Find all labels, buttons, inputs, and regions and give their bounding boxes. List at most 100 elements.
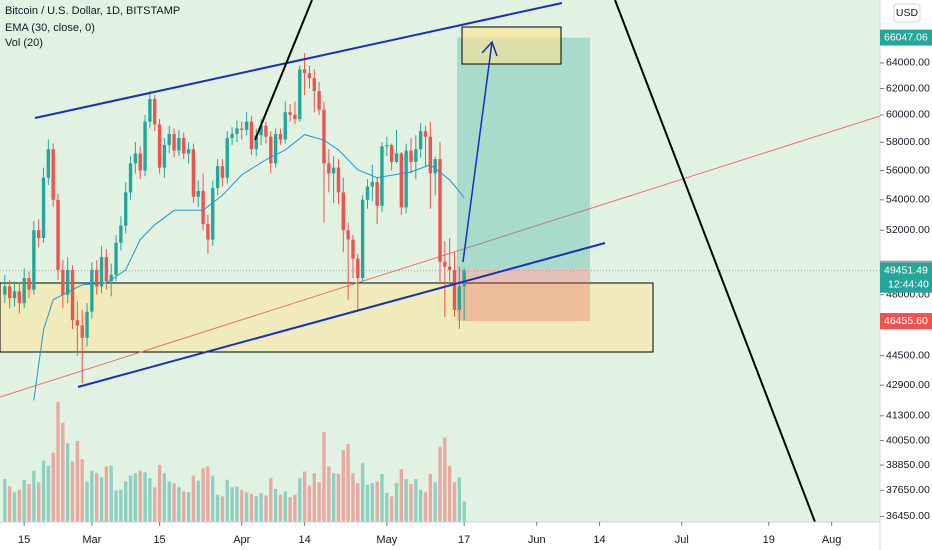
- volume-bar: [172, 483, 176, 522]
- currency-button[interactable]: [893, 3, 921, 23]
- volume-bar: [196, 480, 200, 522]
- candle-body: [153, 98, 157, 125]
- candle-body: [452, 269, 457, 310]
- candle-body: [457, 286, 462, 310]
- volume-bar: [61, 422, 65, 522]
- volume-bar: [66, 443, 70, 522]
- volume-bar: [428, 474, 433, 522]
- candle-body: [211, 187, 215, 240]
- candle-body: [206, 224, 210, 240]
- volume-bar: [389, 496, 394, 522]
- volume-bar: [307, 485, 312, 522]
- candle-body: [177, 138, 181, 151]
- candle-body: [70, 269, 75, 321]
- volume-bar: [162, 473, 167, 522]
- candle-body: [162, 145, 167, 168]
- volume-bar: [148, 478, 152, 522]
- volume-bar: [322, 431, 326, 522]
- y-tick-label: 40050.00: [886, 434, 930, 446]
- candle-body: [385, 145, 389, 147]
- y-tick-label: 64000.00: [886, 57, 930, 69]
- volume-bar: [211, 475, 215, 522]
- time-axis-background: [0, 522, 880, 550]
- candle-body: [172, 133, 176, 151]
- volume-bar: [264, 495, 268, 522]
- candle-body: [22, 278, 26, 304]
- y-tick-label: 36450.00: [886, 510, 930, 522]
- ema-line: [33, 134, 465, 401]
- candle-body: [27, 278, 31, 290]
- candle-body: [380, 146, 384, 206]
- volume-bar: [269, 478, 273, 522]
- volume-bar: [12, 492, 17, 522]
- candle-body: [312, 78, 316, 92]
- volume-bar: [56, 402, 60, 522]
- y-tick-label: 62000.00: [886, 82, 930, 94]
- x-tick-label: 19: [763, 534, 775, 546]
- candle-body: [322, 109, 326, 164]
- channel-upper[interactable]: [34, 2, 563, 119]
- volume-bar: [283, 491, 287, 522]
- volume-bar: [119, 489, 123, 522]
- volume-bar: [341, 450, 345, 522]
- candle-body: [138, 153, 142, 171]
- price-chip-label: 66047.06: [884, 31, 928, 43]
- stop-zone: [457, 268, 590, 322]
- volume-bar: [206, 466, 210, 522]
- volume-bar: [365, 484, 370, 522]
- volume-bar: [356, 483, 360, 522]
- y-tick-label: 37650.00: [886, 484, 930, 496]
- volume-layer: [3, 402, 466, 522]
- candle-body: [269, 136, 273, 164]
- volume-bar: [124, 481, 128, 522]
- candle-body: [273, 133, 278, 164]
- candle-body: [90, 269, 94, 312]
- price-chip: [880, 262, 932, 293]
- candle-body: [264, 125, 268, 137]
- candle-body: [423, 131, 428, 137]
- arrow[interactable]: [462, 40, 498, 263]
- candle-body: [51, 149, 55, 200]
- candle-body: [196, 190, 200, 197]
- target-box[interactable]: [461, 26, 562, 65]
- candle-body: [148, 98, 152, 122]
- candle-body: [278, 133, 283, 140]
- candle-body: [85, 311, 89, 338]
- volume-bar: [375, 481, 379, 522]
- volume-bar: [394, 483, 399, 522]
- currency-label[interactable]: USD: [896, 7, 919, 19]
- candle-body: [225, 138, 229, 178]
- channel-lower[interactable]: [77, 242, 606, 388]
- volume-bar: [90, 470, 94, 522]
- candle-body: [418, 131, 423, 150]
- candle-body: [356, 258, 360, 279]
- candle-body: [298, 69, 302, 119]
- candle-body: [17, 291, 22, 304]
- volume-bar: [201, 468, 205, 522]
- volume-bar: [346, 444, 350, 522]
- volume-bar: [36, 482, 41, 522]
- volume-bar: [457, 477, 462, 522]
- candle-body: [327, 163, 331, 174]
- countdown-label: 12:44:40: [888, 278, 929, 290]
- volume-bar: [235, 486, 239, 522]
- candle-body: [201, 190, 205, 225]
- candle-body: [32, 230, 36, 290]
- volume-bar: [220, 496, 225, 522]
- candle-body: [143, 121, 147, 171]
- x-tick-label: 15: [18, 534, 30, 546]
- volume-bar: [249, 493, 254, 522]
- candle-body: [254, 135, 258, 150]
- candle-body: [3, 286, 7, 295]
- black-line[interactable]: [254, 0, 313, 141]
- black-line[interactable]: [614, 0, 816, 523]
- volume-bar: [418, 489, 423, 522]
- candle-body: [302, 69, 307, 74]
- candle-body: [283, 112, 287, 140]
- volume-bar: [302, 471, 307, 522]
- price-chip-label: 49451.49: [884, 264, 928, 276]
- candle-body: [36, 230, 41, 238]
- candle-body: [119, 225, 123, 243]
- x-tick-label: May: [376, 534, 397, 546]
- volume-bar: [51, 452, 55, 522]
